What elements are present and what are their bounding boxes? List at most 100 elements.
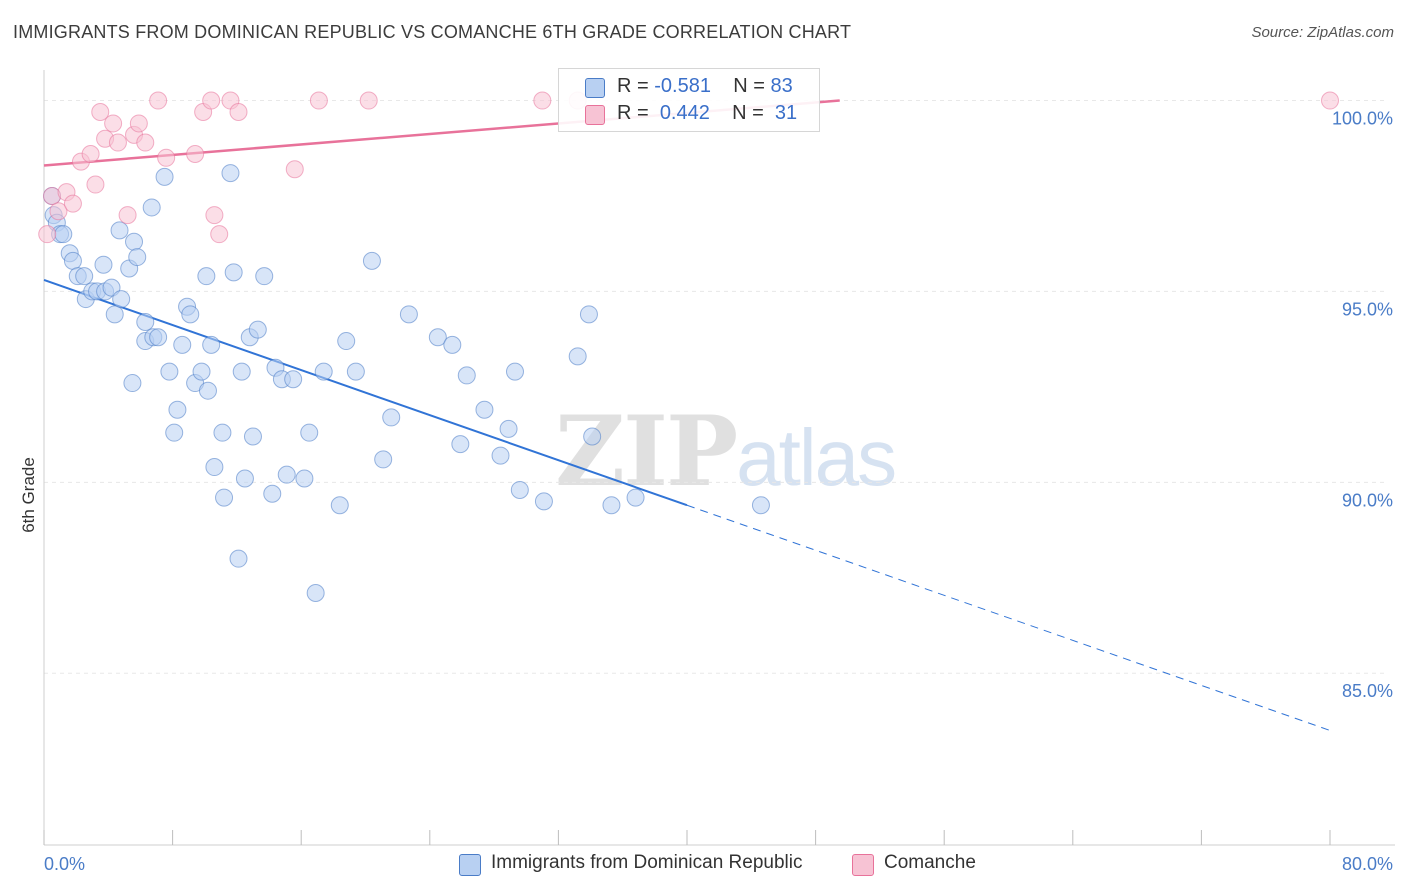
point-comanche [149,91,168,110]
point-comanche [533,91,552,110]
point-dominican [751,496,770,515]
watermark-atlas: atlas [736,413,897,502]
point-dominican [149,328,168,347]
point-dominican [224,263,243,282]
legend-r-value: 0.442 [659,102,710,124]
point-comanche [49,202,68,221]
point-dominican [491,446,510,465]
point-comanche [202,91,221,110]
point-dominican [243,427,262,446]
point-dominican [330,496,349,515]
trend-lines [43,99,1331,731]
legend-n-label: N = [732,102,764,124]
point-comanche [210,225,229,244]
source-label: Source: ZipAtlas.com [1251,24,1394,41]
point-dominican [63,251,82,270]
y-tick-label: 95.0% [1342,299,1393,319]
point-dominican [105,305,124,324]
point-dominican [284,370,303,389]
point-dominican [198,381,217,400]
point-comanche [108,133,127,152]
point-dominican [165,423,184,442]
x-tick-label: 0.0% [44,854,85,874]
point-dominican [215,488,234,507]
correlation-legend: R = -0.581 N = 83 R = 0.442 N = 31 [558,68,820,132]
point-dominican [428,328,447,347]
legend-swatch-comanche [852,854,874,876]
point-dominican [583,427,602,446]
point-dominican [300,423,319,442]
point-comanche [309,91,328,110]
point-comanche [38,225,57,244]
point-dominican [263,484,282,503]
legend-swatch-pink [585,105,605,125]
legend-n-value: 31 [774,102,798,124]
legend-swatch-dominican [459,854,481,876]
point-dominican [248,320,267,339]
tick-labels: 85.0% 90.0% 95.0% 100.0% 0.0% 80.0% [44,109,1393,874]
point-comanche [91,102,110,121]
point-dominican [202,335,221,354]
point-comanche [157,148,176,167]
point-dominican [54,225,73,244]
point-dominican [295,469,314,488]
point-dominican [579,305,598,324]
legend-n-value: 83 [770,75,793,97]
point-dominican [205,458,224,477]
legend-r-value: -0.581 [654,75,711,97]
point-dominican [197,267,216,286]
point-dominican [155,167,174,186]
point-dominican [475,400,494,419]
legend-r-label: R = [617,102,649,124]
point-comanche [86,175,105,194]
point-dominican [499,419,518,438]
point-dominican [136,312,155,331]
point-dominican [399,305,418,324]
point-comanche [81,144,100,163]
point-comanche [359,91,378,110]
point-dominican [110,221,129,240]
y-tick-label: 100.0% [1332,109,1393,129]
legend-r-label: R = [617,75,649,97]
watermark: ZIPatlas [555,395,897,508]
point-dominican [112,290,131,309]
legend-swatch-blue [585,78,605,98]
point-dominican [568,347,587,366]
point-dominican [346,362,365,381]
point-dominican [192,362,211,381]
point-comanche [1321,91,1339,110]
point-dominican [235,469,254,488]
point-comanche [205,206,224,225]
point-dominican [75,267,94,286]
point-dominican [213,423,232,442]
trend-line-dominican-extrapolated [686,504,1331,731]
point-dominican [221,164,240,183]
point-dominican [534,492,553,511]
axes [43,70,1395,846]
point-dominican [173,335,192,354]
point-dominican [125,232,144,251]
point-dominican [229,549,248,568]
point-dominican [457,366,476,385]
legend-n-label: N = [733,75,765,97]
legend-label-comanche: Comanche [884,852,976,873]
y-tick-label: 85.0% [1342,681,1393,701]
point-comanche [104,114,123,133]
point-dominican [451,435,470,454]
point-dominican [602,496,621,515]
point-dominican [382,408,401,427]
point-dominican [232,362,251,381]
point-dominican [306,584,325,603]
grid-lines [44,100,1385,674]
point-dominican [160,362,179,381]
point-comanche [229,102,248,121]
legend-label-dominican: Immigrants from Dominican Republic [491,852,803,873]
point-dominican [123,374,142,393]
point-dominican [142,198,161,217]
point-dominican [168,400,187,419]
y-tick-label: 90.0% [1342,490,1393,510]
data-points [38,91,1339,603]
point-comanche [118,206,137,225]
x-tick-label: 80.0% [1342,854,1393,874]
